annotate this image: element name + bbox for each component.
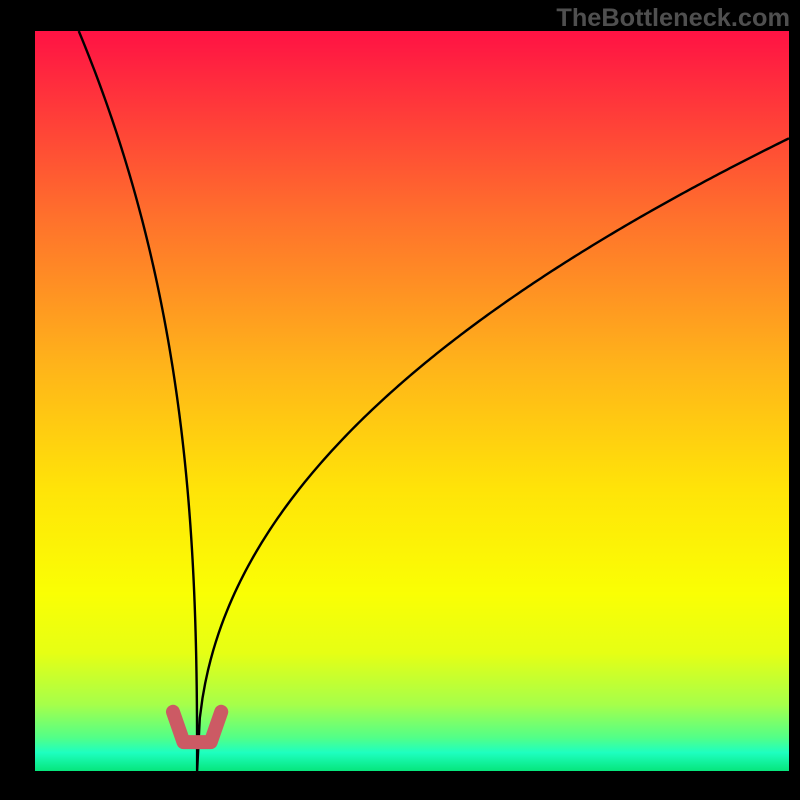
chart-root: TheBottleneck.com <box>0 0 800 800</box>
watermark-text: TheBottleneck.com <box>556 4 790 33</box>
curve-svg <box>35 31 789 771</box>
plot-area <box>35 31 789 771</box>
bottleneck-curve <box>79 31 789 771</box>
